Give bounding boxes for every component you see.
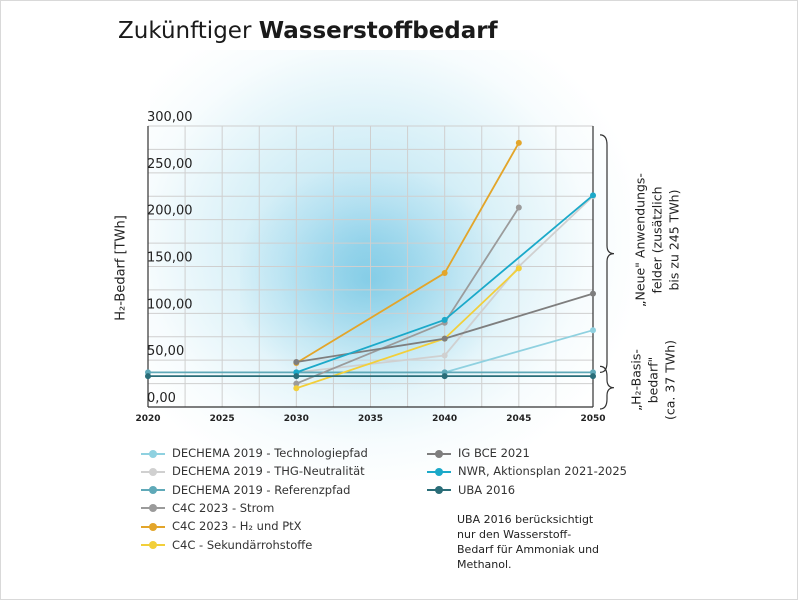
chart-title-regular: Zukünftiger: [118, 18, 259, 44]
note-line: Bedarf für Ammoniak und: [457, 543, 600, 556]
legend-swatch: [141, 522, 165, 531]
legend-item: C4C - Sekundärrohstoffe: [141, 537, 312, 553]
legend-item: C4C 2023 - H₂ und PtX: [141, 518, 302, 534]
y-tick-label: 0,00: [147, 391, 176, 406]
note-line: Methanol.: [457, 558, 512, 571]
y-tick-label: 100,00: [147, 297, 193, 312]
bracket-upper-line: bis zu 245 TWh): [666, 189, 682, 291]
legend-item: DECHEMA 2019 - Technologiepfad: [141, 445, 368, 461]
chart-title-bold: Wasserstoffbedarf: [258, 18, 498, 44]
legend-item: NWR, Aktionsplan 2021-2025: [427, 463, 627, 479]
legend-swatch: [427, 449, 451, 458]
legend-swatch: [141, 541, 165, 549]
bracket-lower-line: (ca. 37 TWh): [662, 339, 678, 421]
data-point: [441, 352, 448, 359]
legend-item: IG BCE 2021: [427, 445, 530, 461]
legend-label: C4C 2023 - Strom: [172, 500, 275, 515]
data-point: [590, 373, 596, 380]
data-point: [515, 204, 522, 211]
data-point: [515, 139, 522, 146]
data-point: [590, 327, 596, 334]
x-tick-label: 2040: [432, 414, 457, 424]
x-tick-label: 2030: [284, 414, 309, 424]
x-tick-label: 2020: [135, 414, 160, 424]
legend-label: IG BCE 2021: [458, 446, 530, 460]
y-tick-label: 300,00: [147, 110, 193, 125]
y-tick-label: 150,00: [147, 251, 193, 266]
data-point: [293, 385, 300, 392]
x-tick-label: 2035: [358, 414, 383, 424]
legend-label: DECHEMA 2019 - THG-Neutralität: [172, 464, 365, 479]
data-point: [145, 373, 151, 380]
data-point: [441, 270, 448, 277]
uba-note: UBA 2016 berücksichtigt nur den Wasserst…: [457, 512, 632, 572]
legend-swatch: [141, 486, 165, 495]
data-point: [515, 265, 522, 272]
data-point: [441, 373, 448, 380]
legend-swatch: [141, 449, 165, 458]
x-tick-label: 2050: [580, 414, 605, 424]
background-glow: [150, 50, 630, 480]
y-tick-label: 200,00: [147, 204, 193, 219]
legend-label: NWR, Aktionsplan 2021-2025: [458, 464, 627, 479]
note-line: UBA 2016 berücksichtigt: [457, 513, 594, 526]
data-point: [590, 290, 596, 297]
y-tick-label: 250,00: [147, 157, 193, 172]
data-point: [293, 359, 300, 366]
bracket-lower-line: bedarf": [645, 356, 661, 404]
legend-item: C4C 2023 - Strom: [141, 500, 274, 516]
y-tick-label: 50,00: [147, 344, 184, 359]
legend-label: UBA 2016: [458, 482, 516, 497]
legend-swatch: [141, 504, 165, 513]
legend-swatch: [427, 467, 451, 476]
data-point: [590, 192, 596, 199]
legend-swatch: [141, 467, 165, 476]
legend-item: UBA 2016: [427, 482, 515, 498]
bracket-upper-line: „Neue" Anwendungs-: [632, 173, 648, 307]
bracket-base-demand: [599, 365, 615, 410]
bracket-lower-line: „H₂-Basis-: [628, 349, 644, 411]
legend-label: DECHEMA 2019 - Technologiepfad: [172, 446, 368, 460]
bracket-upper-line: felder (zusätzlich: [649, 186, 665, 294]
legend-label: C4C - Sekundärrohstoffe: [172, 537, 313, 552]
note-line: nur den Wasserstoff-: [457, 528, 572, 541]
x-tick-label: 2025: [210, 414, 235, 424]
chart-title: Zukünftiger Wasserstoffbedarf: [118, 18, 498, 44]
data-point: [293, 380, 300, 387]
bracket-new-applications: [599, 134, 615, 373]
legend-label: C4C 2023 - H₂ und PtX: [172, 519, 302, 534]
legend-label: DECHEMA 2019 - Referenzpfad: [172, 482, 351, 497]
bracket-label-base-demand: „H₂-Basis- bedarf" (ca. 37 TWh): [628, 340, 679, 420]
x-tick-label: 2045: [506, 414, 531, 424]
data-point: [293, 373, 300, 380]
bracket-label-new-applications: „Neue" Anwendungs- felder (zusätzlich bi…: [632, 173, 683, 307]
legend-item: DECHEMA 2019 - THG-Neutralität: [141, 463, 365, 479]
legend-swatch: [427, 486, 451, 495]
data-point: [441, 316, 448, 323]
legend-item: DECHEMA 2019 - Referenzpfad: [141, 482, 350, 498]
data-point: [441, 335, 448, 342]
